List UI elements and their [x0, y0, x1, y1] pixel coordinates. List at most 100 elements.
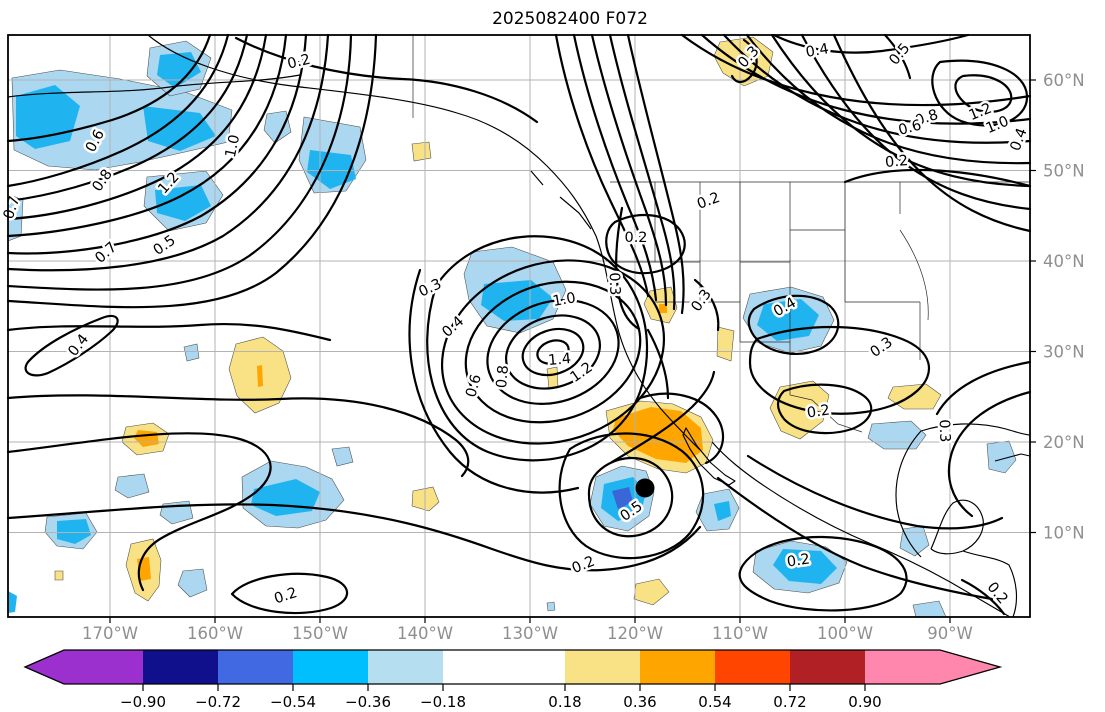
axis-tick-label: 130°W: [502, 624, 558, 643]
contour-line: [800, 33, 1032, 211]
colorbar-tick-label: −0.36: [345, 693, 391, 711]
contour-line: [935, 360, 1032, 416]
axis-tick-label: 20°N: [1043, 433, 1085, 452]
negative-anomaly-shading: [183, 343, 200, 362]
contour-line: [408, 268, 580, 494]
contour-line: [6, 33, 268, 221]
colorbar-tick-label: 0.18: [548, 693, 581, 711]
axis-tick-label: 110°W: [712, 624, 768, 643]
colorbar-segment: [143, 650, 218, 684]
positive-anomaly-shading: [769, 380, 830, 440]
contour-label: 0.3: [868, 335, 896, 361]
contour-line: [426, 235, 649, 462]
colorbar-tick-label: 0.54: [698, 693, 731, 711]
contour-line: [6, 33, 212, 143]
negative-anomaly-core: [57, 519, 91, 544]
colorbar-segment: [715, 650, 790, 684]
contour-line: [6, 33, 249, 203]
colorbar-segment: [565, 650, 640, 684]
contour-label: 0.3: [689, 287, 715, 315]
coastline: [7, 74, 301, 98]
contour-line: [954, 74, 1013, 113]
axis-tick-label: 10°N: [1043, 524, 1085, 543]
colorbar-outline: [23, 649, 1003, 685]
colorbar-segment: [790, 650, 865, 684]
contour-line: [6, 33, 378, 309]
contour-line: [6, 33, 308, 255]
colorbar-tick-label: −0.72: [195, 693, 241, 711]
contour-line: [947, 390, 1032, 518]
contour-label: 0.4: [439, 313, 467, 340]
negative-anomaly-shading: [114, 473, 150, 499]
contour-label: 0.2: [786, 552, 811, 571]
contour-line: [6, 394, 470, 478]
colorbar-tick-label: 0.90: [848, 693, 881, 711]
contour-label: 0.2: [984, 579, 1011, 607]
axis-tick-label: 150°W: [292, 624, 348, 643]
negative-anomaly-shading: [263, 110, 292, 144]
contour-line: [587, 456, 674, 538]
axis-tick-layer: [109, 79, 1036, 623]
contour-label: 0.5: [886, 40, 913, 68]
contour-line: [626, 33, 685, 315]
negative-anomaly-core: [143, 106, 216, 151]
contour-label: 0.4: [65, 332, 92, 360]
axis-tick-label: 140°W: [397, 624, 453, 643]
contour-line: [464, 280, 642, 424]
plot-border: [7, 34, 1031, 618]
contour-label: 0.3: [606, 272, 623, 296]
contour-line: [24, 314, 119, 377]
contour-line: [536, 339, 570, 365]
contour-line: [6, 33, 330, 272]
negative-anomaly-inner-core: [612, 487, 633, 509]
colorbar-tick-label: 0.72: [773, 693, 806, 711]
contour-line: [646, 328, 670, 400]
positive-anomaly-core: [659, 304, 667, 313]
negative-anomaly-core: [307, 150, 356, 189]
contour-line: [440, 259, 666, 445]
coastline: [559, 196, 592, 230]
contour-line: [748, 325, 931, 415]
contour-line: [615, 206, 641, 331]
positive-anomaly-shading: [633, 578, 670, 606]
contour-line: [960, 578, 1006, 616]
contour-line: [608, 33, 676, 311]
axis-label-layer: 170°W 160°W 150°W 140°W 130°W 120°W 110°W 100°W…: [82, 71, 1085, 643]
colorbar-tick-label: −0.18: [420, 693, 466, 711]
contour-line: [6, 432, 272, 592]
contour-line-layer: [6, 33, 1032, 616]
contour-line: [486, 299, 620, 405]
contour-label: 1.0: [552, 290, 577, 310]
contour-label: 1.4: [547, 351, 571, 369]
contour-line: [554, 33, 650, 298]
contour-label: 0.2: [806, 403, 831, 422]
positive-anomaly-shading: [54, 570, 64, 581]
coastline-layer: [7, 34, 1031, 618]
contour-line: [6, 33, 288, 238]
coastline: [930, 499, 984, 555]
contour-line: [716, 476, 994, 601]
colorbar-tick-label: −0.54: [270, 693, 316, 711]
coastline: [711, 441, 1011, 618]
negative-anomaly-shading: [899, 525, 930, 557]
negative-anomaly-shading: [912, 600, 947, 618]
negative-anomaly-core: [757, 299, 819, 341]
colorbar-extend-arrow: [940, 650, 1000, 684]
contour-line: [730, 38, 758, 84]
contour-label: 0.8: [494, 364, 512, 388]
storm-position-marker: [635, 478, 655, 498]
negative-anomaly-core: [773, 549, 837, 584]
axis-tick-label: 30°N: [1043, 343, 1085, 362]
contour-line: [610, 370, 716, 464]
contour-line: [680, 33, 1032, 107]
colorbar-segment: [368, 650, 443, 684]
contour-label: 0.2: [570, 554, 597, 577]
contour-label: 0.3: [936, 419, 953, 443]
contour-line: [234, 36, 539, 124]
contour-line: [590, 33, 668, 307]
positive-anomaly-shading: [716, 326, 735, 362]
contour-line: [832, 33, 1032, 233]
colorbar-segment: [293, 650, 368, 684]
contour-line: [6, 322, 332, 342]
colorbar-segment: [218, 650, 293, 684]
